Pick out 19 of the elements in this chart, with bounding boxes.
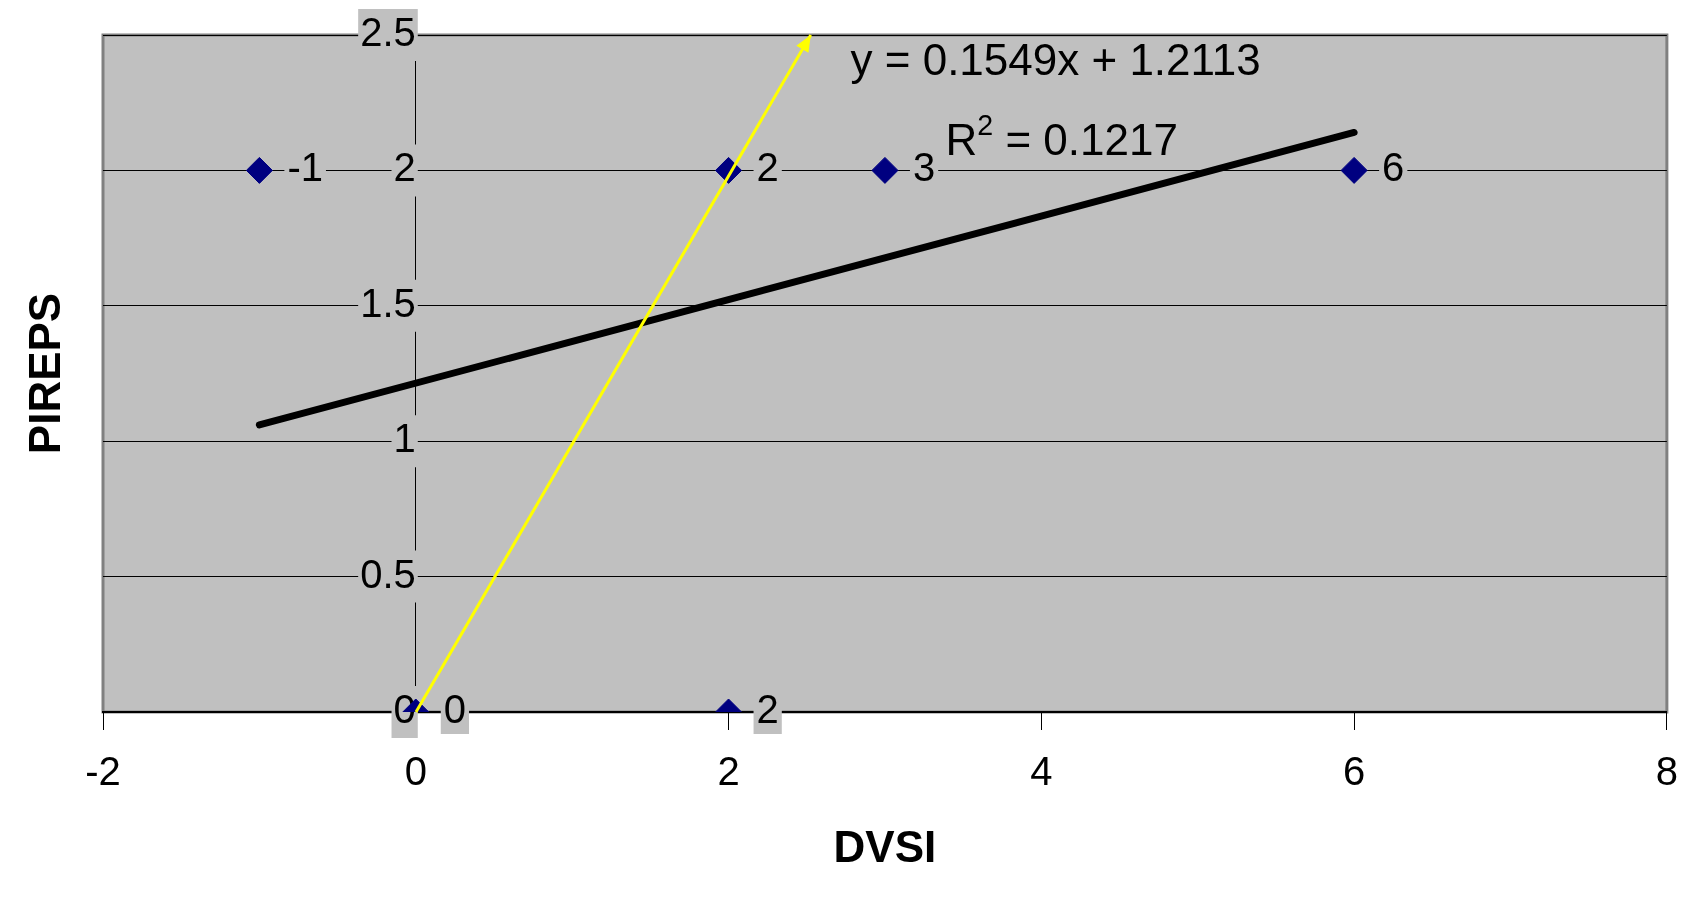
- annotation: 2: [756, 145, 779, 190]
- y-tick-label: 2.5: [360, 10, 416, 55]
- annotation: y = 0.1549x + 1.2113: [850, 35, 1261, 84]
- x-axis-title: DVSI: [833, 822, 937, 872]
- y-tick-label: 2: [393, 145, 416, 190]
- x-tick-label: 2: [717, 749, 740, 794]
- x-tick-label: -2: [85, 749, 121, 794]
- annotation: 6: [1382, 145, 1405, 190]
- x-tick-label: 6: [1342, 749, 1366, 794]
- annotation: -1: [287, 145, 323, 190]
- y-axis-title: PIREPS: [20, 292, 70, 455]
- annotation: 2: [756, 687, 779, 732]
- annotation: 3: [912, 145, 936, 190]
- annotation: 0: [443, 687, 467, 732]
- y-tick-label: 1.5: [360, 280, 416, 325]
- x-tick-label: 4: [1030, 749, 1053, 794]
- y-tick-label: 1: [393, 416, 416, 461]
- y-tick-label: 0.5: [360, 551, 416, 596]
- x-tick-label: 8: [1655, 749, 1678, 794]
